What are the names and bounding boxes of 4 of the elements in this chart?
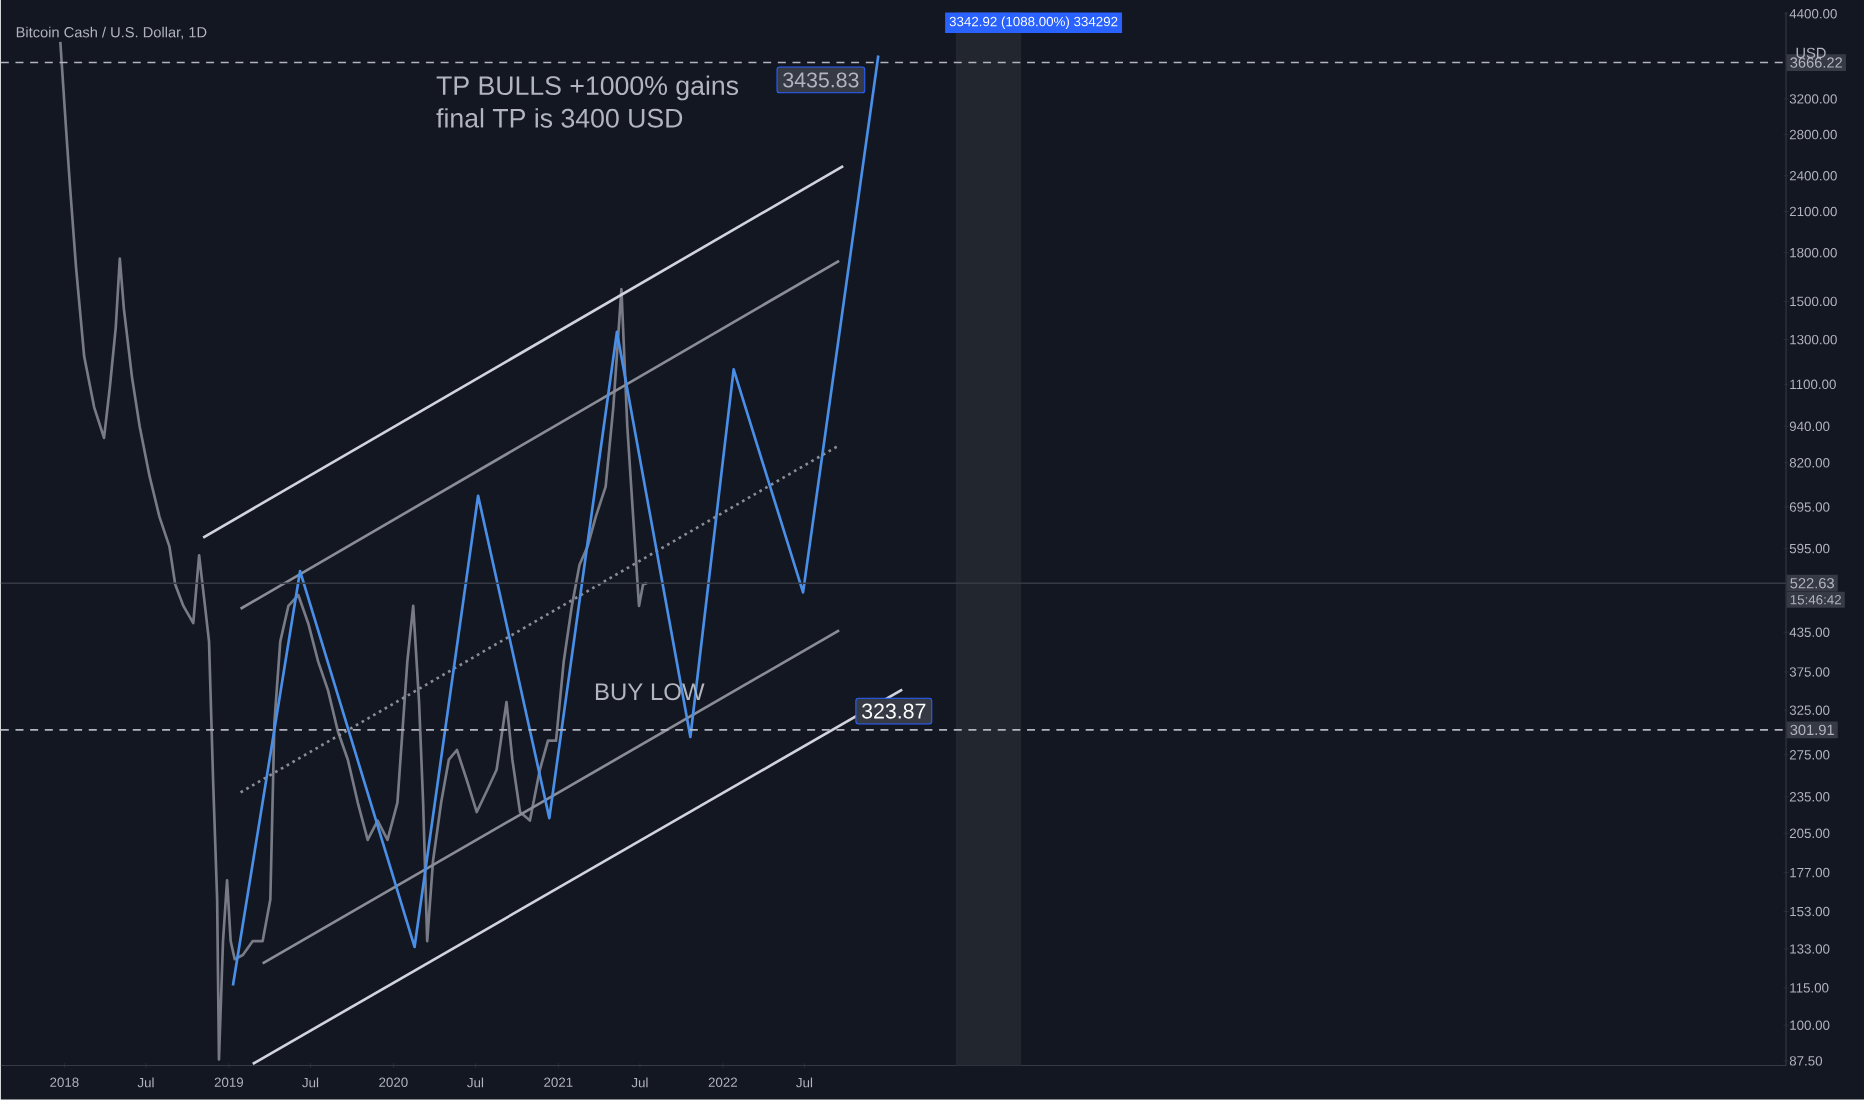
- annotation: 323.87: [862, 703, 926, 719]
- annotation: TP BULLS +1000% gains: [436, 75, 739, 101]
- annotation: final TP is 3400 USD: [436, 108, 683, 128]
- annotation: 3435.83: [783, 72, 859, 88]
